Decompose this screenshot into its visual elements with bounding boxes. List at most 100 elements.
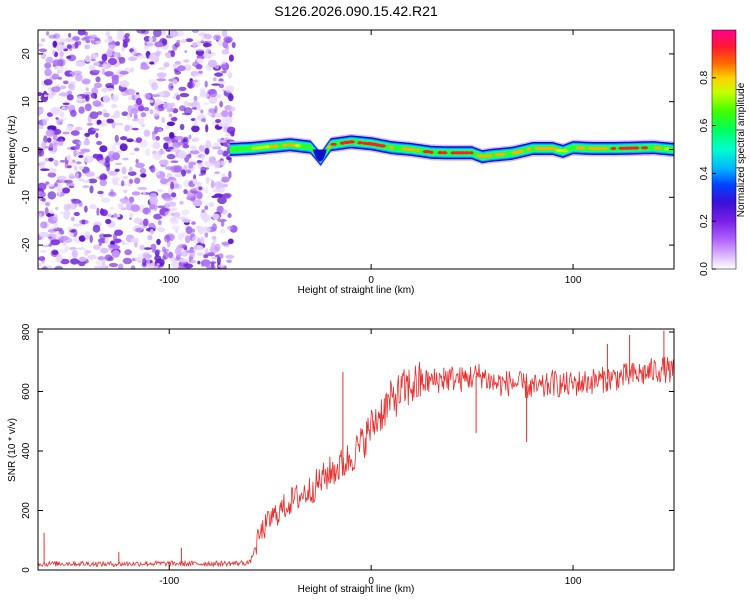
noise-speckle — [227, 72, 233, 79]
noise-speckle — [152, 142, 161, 150]
noise-speckle — [77, 30, 86, 36]
noise-speckle — [55, 206, 59, 211]
noise-speckle — [191, 145, 197, 152]
noise-speckle — [206, 252, 215, 257]
noise-speckle — [171, 225, 181, 230]
noise-speckle — [204, 187, 209, 194]
ridge-core — [631, 146, 640, 150]
noise-speckle — [38, 125, 44, 130]
noise-speckle — [114, 168, 120, 172]
noise-speckle — [192, 199, 203, 207]
noise-speckle — [152, 108, 160, 117]
noise-speckle — [60, 258, 70, 265]
noise-speckle — [124, 124, 130, 132]
noise-speckle — [201, 152, 205, 161]
x-tick-label: 100 — [565, 275, 582, 286]
noise-speckle — [126, 112, 131, 121]
noise-speckle — [89, 111, 99, 119]
noise-speckle — [69, 80, 77, 84]
noise-speckle — [121, 166, 127, 175]
noise-speckle — [208, 88, 218, 98]
noise-speckle — [221, 70, 227, 74]
noise-speckle — [48, 147, 53, 151]
noise-speckle — [135, 159, 139, 164]
x-tick-label: 0 — [368, 275, 374, 286]
noise-speckle — [38, 256, 46, 261]
noise-speckle — [44, 207, 49, 215]
noise-speckle — [106, 118, 114, 124]
noise-speckle — [51, 250, 59, 256]
noise-speckle — [63, 203, 71, 212]
noise-speckle — [57, 69, 61, 75]
noise-speckle — [137, 186, 148, 191]
noise-speckle — [74, 126, 83, 131]
noise-speckle — [151, 249, 161, 253]
snr-frame — [37, 328, 675, 571]
noise-speckle — [149, 196, 159, 205]
ridge-core — [499, 152, 506, 156]
noise-speckle — [102, 174, 108, 180]
noise-speckle — [178, 86, 187, 92]
snr-line — [38, 356, 674, 568]
signal-ridge — [229, 133, 674, 168]
noise-speckle — [211, 195, 219, 199]
noise-speckle — [190, 228, 196, 233]
noise-speckle — [90, 92, 97, 99]
noise-speckle — [129, 217, 132, 220]
noise-speckle — [171, 206, 178, 212]
noise-speckle — [66, 94, 74, 101]
noise-speckle — [151, 82, 159, 91]
noise-speckle — [66, 182, 75, 187]
noise-speckle — [66, 44, 72, 49]
noise-speckle — [171, 261, 179, 269]
noise-speckle — [198, 70, 203, 75]
noise-speckle — [166, 153, 176, 160]
noise-speckle — [160, 178, 169, 185]
noise-speckle — [84, 171, 95, 177]
noise-speckle — [111, 250, 120, 258]
noise-speckle — [56, 175, 67, 181]
y-tick-label: 600 — [21, 383, 32, 400]
noise-speckle — [120, 207, 128, 211]
noise-speckle — [114, 122, 125, 126]
noise-speckle — [126, 88, 136, 96]
noise-speckle — [183, 59, 190, 63]
noise-speckle — [131, 191, 141, 196]
noise-speckle — [111, 176, 121, 183]
ridge-core — [640, 146, 649, 150]
noise-speckle — [99, 145, 108, 153]
noise-speckle — [228, 156, 232, 164]
noise-speckle — [217, 149, 224, 156]
noise-speckle — [92, 54, 98, 59]
noise-speckle — [40, 38, 46, 43]
noise-speckle — [98, 241, 102, 246]
noise-speckle — [87, 254, 97, 260]
noise-speckle — [38, 48, 48, 53]
noise-speckle — [73, 223, 82, 227]
noise-speckle — [94, 40, 102, 44]
noise-speckle — [118, 56, 126, 64]
noise-speckle — [168, 132, 175, 139]
noise-speckle — [170, 165, 180, 173]
noise-speckle — [154, 103, 158, 111]
noise-speckle — [146, 265, 154, 269]
noise-speckle — [135, 97, 143, 106]
noise-speckle — [84, 44, 91, 50]
noise-speckle — [227, 213, 232, 218]
noise-speckle — [179, 200, 184, 205]
noise-speckle — [54, 182, 58, 187]
noise-speckle — [184, 50, 188, 53]
noise-speckle — [210, 261, 215, 269]
noise-speckle — [204, 147, 210, 155]
noise-speckle — [96, 140, 103, 146]
noise-speckle — [156, 189, 164, 193]
noise-speckle — [158, 128, 162, 132]
ridge-core — [653, 146, 662, 150]
noise-speckle — [75, 143, 81, 150]
colorbar-label: Normalized spectral amplitude — [736, 82, 747, 217]
noise-speckle — [64, 245, 70, 251]
noise-speckle — [98, 123, 108, 127]
noise-speckle — [104, 71, 114, 77]
noise-speckle — [89, 234, 93, 244]
noise-speckle — [85, 95, 89, 101]
